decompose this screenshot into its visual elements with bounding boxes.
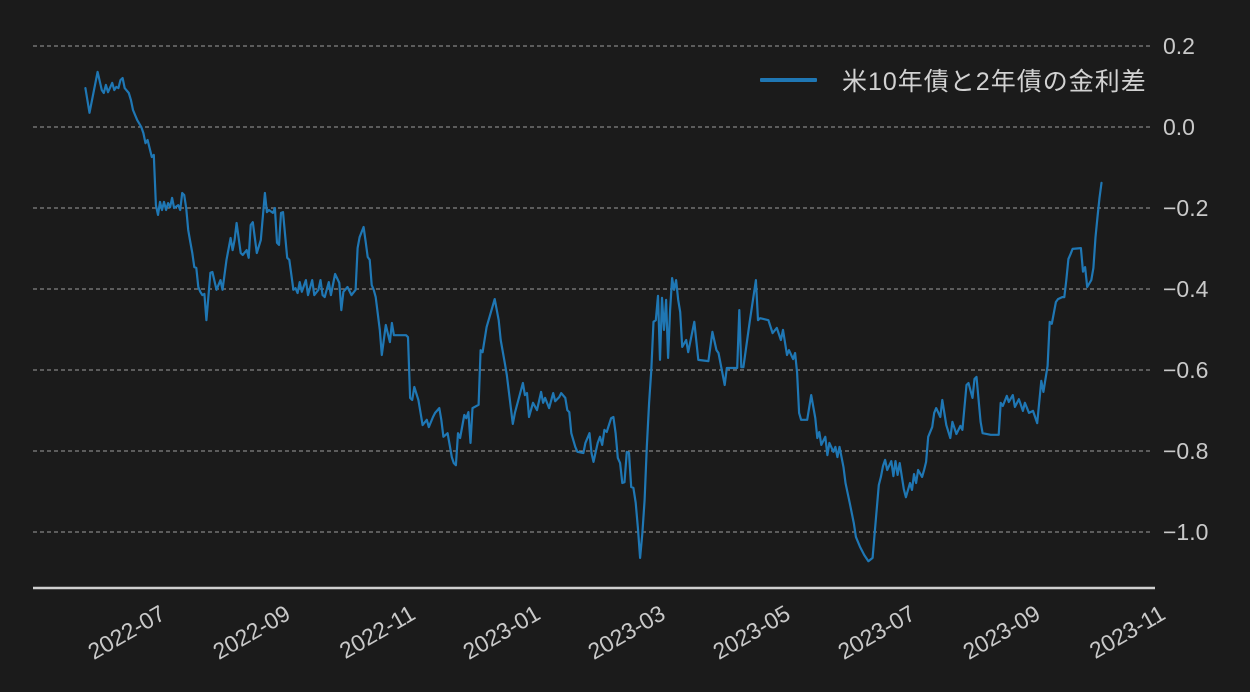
x-tick-label: 2023-01: [458, 600, 544, 665]
spread-series-line: [84, 70, 1103, 563]
y-tick-label: 0.2: [1163, 33, 1195, 59]
y-tick-label: −0.4: [1163, 276, 1209, 302]
y-tick-label: 0.0: [1163, 114, 1195, 140]
y-tick-label: −0.8: [1163, 438, 1208, 464]
x-tick-label: 2023-11: [1085, 600, 1170, 664]
x-tick-label: 2023-09: [958, 600, 1044, 665]
x-tick-label: 2022-11: [335, 600, 420, 664]
x-tick-label: 2023-07: [833, 600, 919, 665]
y-tick-label: −0.2: [1163, 195, 1208, 221]
x-tick-label: 2022-07: [83, 600, 169, 665]
y-tick-label: −0.6: [1163, 357, 1208, 383]
y-tick-label: −1.0: [1163, 519, 1208, 545]
x-tick-label: 2023-03: [583, 600, 669, 665]
x-tick-label: 2023-05: [708, 600, 794, 665]
x-tick-label: 2022-09: [208, 600, 294, 665]
